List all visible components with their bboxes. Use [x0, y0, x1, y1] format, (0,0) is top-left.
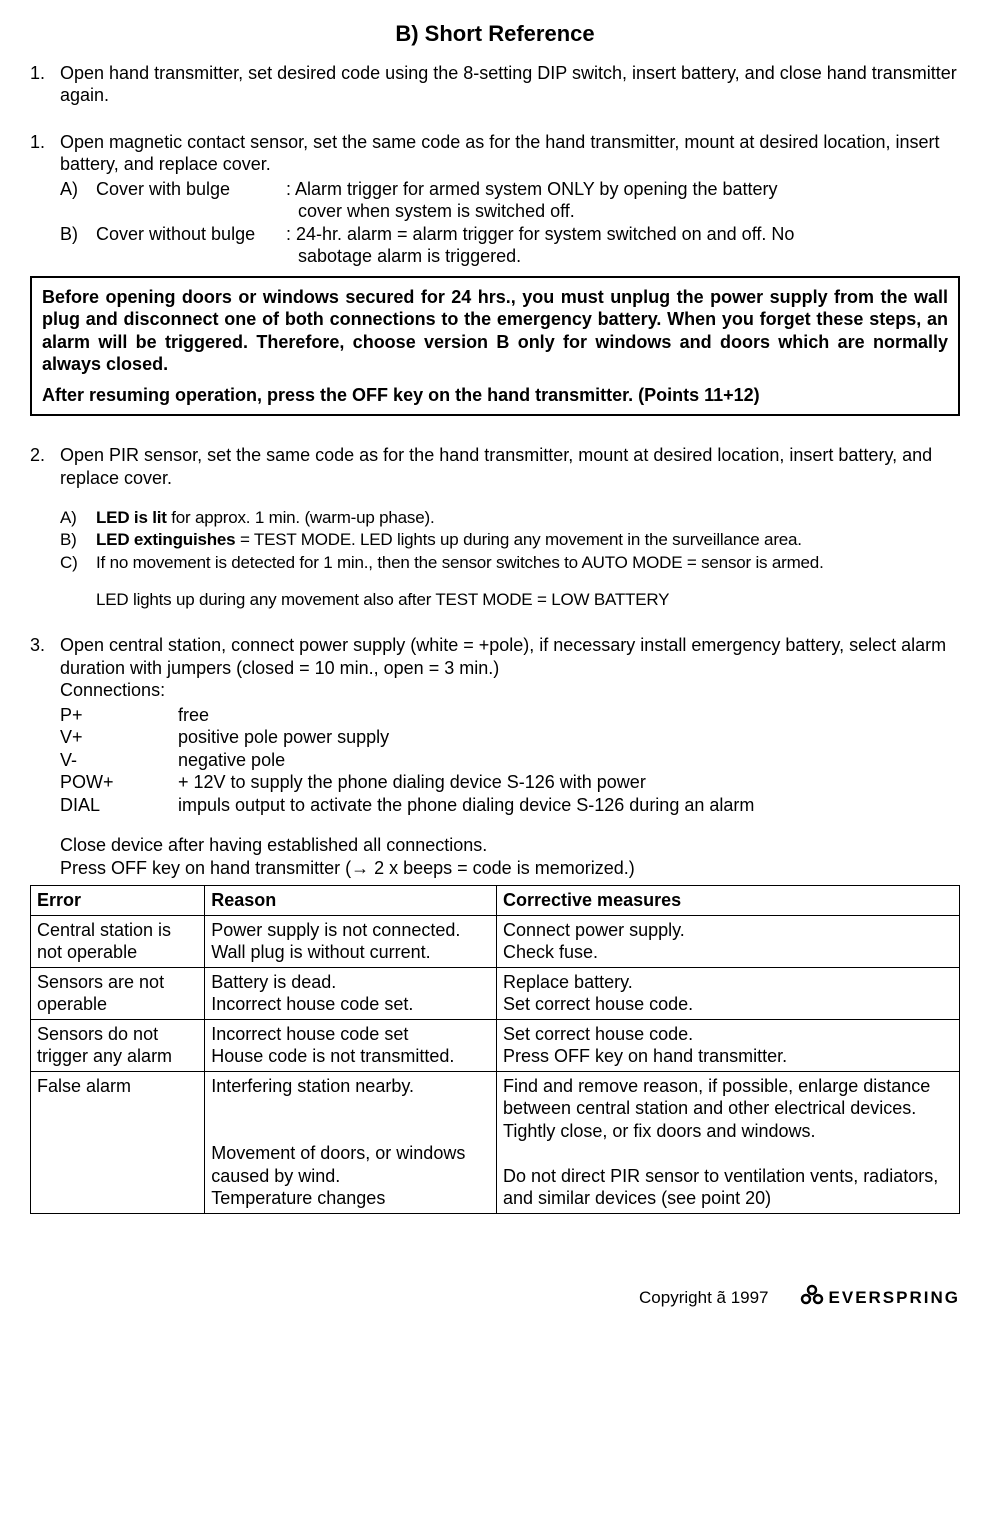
connection-value: positive pole power supply: [178, 726, 389, 749]
sub-rest: If no movement is detected for 1 min., t…: [96, 553, 824, 572]
warning-text: After resuming operation, press the OFF …: [42, 384, 948, 407]
sub-desc: : Alarm trigger for armed system ONLY by…: [286, 178, 960, 201]
table-row: Central station is not operablePower sup…: [31, 915, 960, 967]
sub-item: A) Cover with bulge : Alarm trigger for …: [60, 178, 960, 201]
connection-value: impuls output to activate the phone dial…: [178, 794, 754, 817]
table-cell: False alarm: [31, 1071, 205, 1213]
table-cell: Interfering station nearby. Movement of …: [205, 1071, 497, 1213]
closing-text: Close device after having established al…: [60, 834, 960, 857]
warning-box: Before opening doors or windows secured …: [30, 276, 960, 417]
connection-key: V+: [60, 726, 178, 749]
sub-desc: : 24-hr. alarm = alarm trigger for syste…: [286, 223, 960, 246]
connection-row: POW++ 12V to supply the phone dialing de…: [60, 771, 960, 794]
step-text: Open magnetic contact sensor, set the sa…: [60, 131, 960, 176]
connection-row: V+positive pole power supply: [60, 726, 960, 749]
table-cell: Incorrect house code set House code is n…: [205, 1019, 497, 1071]
copyright-text: Copyright ã 1997: [639, 1287, 768, 1308]
table-cell: Central station is not operable: [31, 915, 205, 967]
connection-value: free: [178, 704, 209, 727]
logo-icon: [799, 1284, 825, 1311]
step-1b: 1. Open magnetic contact sensor, set the…: [30, 131, 960, 268]
connection-value: negative pole: [178, 749, 285, 772]
table-row: Sensors are not operableBattery is dead.…: [31, 967, 960, 1019]
step-1a: 1. Open hand transmitter, set desired co…: [30, 62, 960, 107]
step-2: 2. Open PIR sensor, set the same code as…: [30, 444, 960, 610]
sub-letter: A): [60, 178, 96, 201]
sub-bold: LED extinguishes: [96, 530, 235, 549]
step-text: Open central station, connect power supp…: [60, 634, 960, 679]
sub-bold: LED is lit: [96, 508, 167, 527]
sub-item-cont: cover when system is switched off.: [60, 200, 960, 223]
table-row: False alarmInterfering station nearby. M…: [31, 1071, 960, 1213]
warning-text: Before opening doors or windows secured …: [42, 286, 948, 376]
connection-row: V-negative pole: [60, 749, 960, 772]
table-cell: Replace battery. Set correct house code.: [497, 967, 960, 1019]
sub-label: Cover with bulge: [96, 178, 286, 201]
connection-key: P+: [60, 704, 178, 727]
connection-key: POW+: [60, 771, 178, 794]
step-number: 1.: [30, 62, 60, 107]
step-3: 3. Open central station, connect power s…: [30, 634, 960, 879]
table-cell: Battery is dead. Incorrect house code se…: [205, 967, 497, 1019]
sub-desc: cover when system is switched off.: [286, 200, 960, 223]
step-text: Open hand transmitter, set desired code …: [60, 62, 960, 107]
sub-item: C) If no movement is detected for 1 min.…: [60, 552, 960, 573]
sub-letter: C): [60, 552, 96, 573]
table-cell: Power supply is not connected. Wall plug…: [205, 915, 497, 967]
table-cell: Connect power supply. Check fuse.: [497, 915, 960, 967]
connection-row: P+free: [60, 704, 960, 727]
brand-logo: EVERSPRING: [799, 1284, 960, 1311]
table-header: Error: [31, 886, 205, 916]
step-number: 3.: [30, 634, 60, 879]
sub-letter: B): [60, 223, 96, 246]
sub-item: B) Cover without bulge : 24-hr. alarm = …: [60, 223, 960, 246]
sub-rest: = TEST MODE. LED lights up during any mo…: [235, 530, 801, 549]
led-note: LED lights up during any movement also a…: [96, 589, 960, 610]
table-cell: Sensors are not operable: [31, 967, 205, 1019]
step-number: 2.: [30, 444, 60, 610]
footer: Copyright ã 1997 EVERSPRING: [30, 1284, 960, 1311]
page-title: B) Short Reference: [30, 20, 960, 48]
table-cell: Sensors do not trigger any alarm: [31, 1019, 205, 1071]
table-header: Corrective measures: [497, 886, 960, 916]
sub-letter: B): [60, 529, 96, 550]
closing-text: Press OFF key on hand transmitter (→ 2 x…: [60, 857, 960, 880]
table-header: Reason: [205, 886, 497, 916]
sub-rest: for approx. 1 min. (warm-up phase).: [167, 508, 435, 527]
error-table: ErrorReasonCorrective measures Central s…: [30, 885, 960, 1214]
sub-label: Cover without bulge: [96, 223, 286, 246]
sub-item-cont: sabotage alarm is triggered.: [60, 245, 960, 268]
sub-item: A) LED is lit for approx. 1 min. (warm-u…: [60, 507, 960, 528]
step-number: 1.: [30, 131, 60, 268]
connection-key: DIAL: [60, 794, 178, 817]
connection-value: + 12V to supply the phone dialing device…: [178, 771, 646, 794]
sub-item: B) LED extinguishes = TEST MODE. LED lig…: [60, 529, 960, 550]
table-row: Sensors do not trigger any alarmIncorrec…: [31, 1019, 960, 1071]
table-cell: Find and remove reason, if possible, enl…: [497, 1071, 960, 1213]
connections-header: Connections:: [60, 679, 960, 702]
brand-name: EVERSPRING: [829, 1287, 960, 1308]
sub-desc: sabotage alarm is triggered.: [286, 245, 960, 268]
connection-key: V-: [60, 749, 178, 772]
connection-row: DIALimpuls output to activate the phone …: [60, 794, 960, 817]
table-cell: Set correct house code. Press OFF key on…: [497, 1019, 960, 1071]
step-text: Open PIR sensor, set the same code as fo…: [60, 444, 960, 489]
sub-letter: A): [60, 507, 96, 528]
